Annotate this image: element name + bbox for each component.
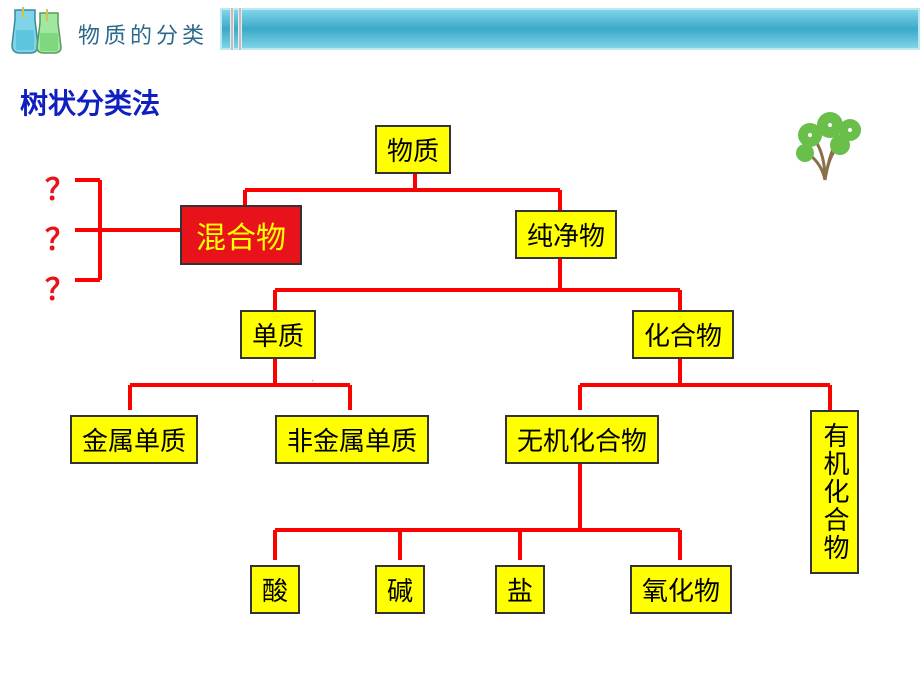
node-inorganic: 无机化合物 — [505, 415, 659, 464]
node-mixture: 混合物 — [180, 205, 302, 265]
qmark-2: ？ — [45, 215, 75, 259]
node-simple: 单质 — [240, 310, 316, 359]
tree-icon — [780, 95, 880, 185]
header-sep-2 — [238, 8, 242, 50]
qmark-3: ？ — [45, 265, 75, 309]
node-pure: 纯净物 — [515, 210, 617, 259]
node-nonmetal: 非金属单质 — [275, 415, 429, 464]
header-sep-1 — [230, 8, 234, 50]
header-bar: 物质的分类 — [0, 0, 920, 60]
page-center-dot: · — [310, 372, 315, 390]
node-root: 物质 — [375, 125, 451, 174]
node-salt: 盐 — [495, 565, 545, 614]
node-oxide: 氧化物 — [630, 565, 732, 614]
header-bg — [220, 8, 920, 50]
beaker-icon — [10, 5, 70, 55]
node-compound: 化合物 — [632, 310, 734, 359]
node-metal: 金属单质 — [70, 415, 198, 464]
qmark-1: ？ — [45, 165, 75, 209]
header-title: 物质的分类 — [78, 18, 208, 50]
node-organic: 有机化合物 — [810, 410, 859, 574]
node-acid: 酸 — [250, 565, 300, 614]
subtitle: 树状分类法 — [20, 82, 160, 122]
node-base: 碱 — [375, 565, 425, 614]
